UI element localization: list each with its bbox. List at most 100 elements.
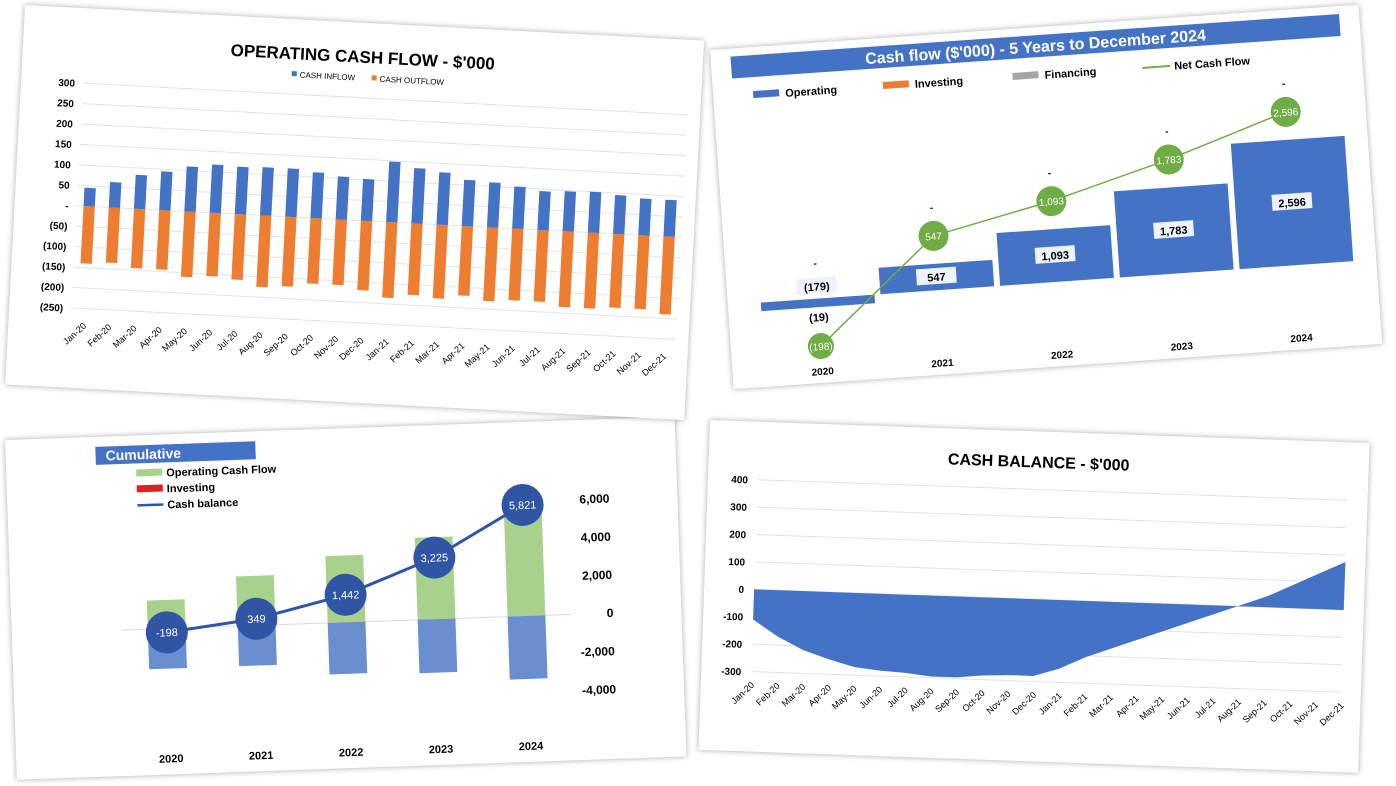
x-tick-label: Sep-20 (933, 687, 961, 714)
cash-balance-label: 349 (247, 613, 266, 626)
title-bar (95, 441, 256, 465)
outflow-bar (231, 213, 247, 280)
x-tick-label: 2022 (1051, 349, 1074, 362)
investing-data-label: (19) (809, 312, 830, 325)
five-year-cash-flow-chart: Cash flow ($'000) - 5 Years to December … (710, 4, 1383, 390)
inflow-bar (512, 186, 526, 230)
gridline (71, 307, 677, 341)
legend-swatch-inflow (291, 71, 297, 77)
gridline (81, 103, 688, 136)
cumulative-chart: Cumulative Operating Cash Flow Investing Ca… (5, 416, 687, 780)
operating-data-label: 2,596 (1278, 196, 1306, 210)
outflow-bar (458, 225, 474, 296)
y-tick-label: (150) (42, 261, 66, 273)
x-tick-label: 2024 (519, 740, 545, 753)
x-tick-label: Aug-20 (908, 686, 936, 713)
gridline (75, 225, 681, 259)
chart-title: OPERATING CASH FLOW - $'000 (230, 41, 495, 74)
x-tick-label: Jan-20 (729, 680, 756, 706)
y-tick-label: -4,000 (582, 682, 617, 697)
x-tick-label: Nov-21 (1292, 700, 1320, 727)
gridline (76, 205, 682, 238)
outflow-bar (483, 227, 499, 302)
cash-balance-label: 5,821 (509, 499, 537, 512)
operating-label-box (1271, 192, 1313, 211)
y-tick-label: -300 (721, 667, 742, 679)
x-tick-label: 2021 (931, 358, 954, 371)
gridline (77, 184, 683, 218)
legend-label-inflow: CASH INFLOW (299, 70, 355, 82)
inflow-bar (461, 179, 476, 227)
x-tick-label: Dec-20 (1010, 690, 1038, 717)
negative-cumulative-bar (507, 615, 548, 680)
outflow-bar (659, 236, 675, 315)
outflow-bar (180, 211, 196, 278)
inflow-bar (133, 174, 148, 210)
x-tick-label: May-20 (160, 326, 189, 354)
gridline (755, 561, 1345, 584)
y-tick-label: (200) (41, 282, 65, 294)
outflow-bar (508, 228, 524, 301)
outflow-bar (156, 210, 171, 270)
gridline (78, 164, 684, 198)
x-tick-label: May-20 (830, 683, 859, 711)
outflow-bar (432, 224, 448, 299)
x-tick-label: Dec-21 (640, 351, 668, 378)
x-tick-label: 2024 (1290, 333, 1313, 346)
legend-line-cash-balance (137, 503, 164, 507)
gridline (74, 246, 680, 279)
x-tick-label: 2023 (1170, 341, 1193, 354)
y-tick-label: (250) (40, 302, 64, 314)
net-cash-flow-marker (1153, 144, 1184, 175)
x-tick-label: Mar-21 (1087, 692, 1115, 719)
inflow-bar (83, 187, 96, 207)
cash-balance-label: 1,442 (332, 589, 360, 602)
cash-balance-marker (501, 483, 544, 526)
inflow-bar (159, 171, 173, 211)
x-tick-label: Mar-21 (413, 339, 441, 366)
x-tick-label: Jul-20 (885, 685, 910, 709)
x-tick-label: May-21 (463, 342, 492, 370)
inflow-bar (360, 178, 375, 222)
gridline (751, 671, 1341, 693)
y-tick-label: 100 (728, 557, 745, 569)
x-tick-label: Dec-21 (1318, 700, 1346, 727)
inflow-bar (436, 172, 451, 226)
x-tick-label: Jan-21 (364, 337, 391, 363)
gridline (756, 534, 1346, 556)
cash-balance-chart: CASH BALANCE - $'000 400 300 200 100 0 -100 -20… (698, 420, 1370, 773)
net-cash-flow-marker (1270, 96, 1301, 127)
legend-label: Investing (915, 75, 964, 90)
outflow-bar (281, 216, 297, 287)
legend-label: Operating Cash Flow (166, 464, 277, 480)
cash-balance-label: 3,225 (420, 552, 448, 565)
net-data-label: 547 (925, 231, 943, 243)
y-tick-label: 0 (606, 606, 613, 620)
gridline (757, 479, 1348, 501)
cash-balance-marker (235, 597, 278, 640)
y-tick-label: (50) (49, 221, 67, 233)
x-tick-label: Jul-21 (1193, 696, 1218, 720)
financing-data-label: - (1282, 79, 1286, 90)
x-tick-label: Jun-20 (187, 327, 214, 353)
outflow-bar (80, 206, 95, 264)
legend-swatch (1012, 71, 1039, 80)
x-tick-label: Sep-21 (564, 347, 592, 374)
net-data-label: 1,093 (1039, 196, 1065, 209)
gridline (756, 506, 1347, 529)
legend-label: Financing (1044, 66, 1097, 82)
x-tick-label: Sep-21 (1241, 698, 1269, 725)
y-tick-label: 50 (58, 180, 70, 192)
y-tick-label: 0 (738, 585, 744, 596)
x-tick-label: Feb-20 (754, 681, 782, 708)
inflow-bar (335, 176, 350, 220)
net-data-label: 2,596 (1273, 107, 1299, 120)
outflow-bar (307, 217, 322, 284)
x-tick-label: Nov-20 (312, 334, 340, 361)
financing-data-label: - (1165, 126, 1169, 137)
cash-balance-marker (413, 536, 456, 579)
inflow-bar (587, 191, 602, 234)
gridline (82, 82, 689, 116)
net-cash-flow-marker (807, 333, 834, 360)
inflow-bar (260, 167, 274, 216)
